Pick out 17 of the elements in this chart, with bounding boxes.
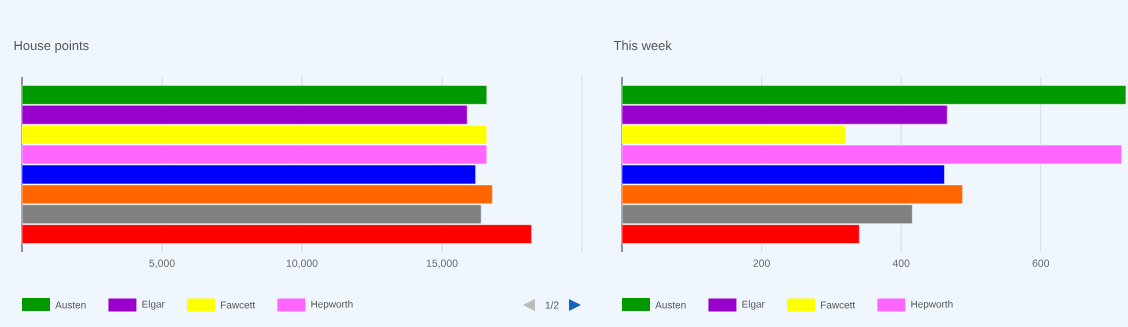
chart-title: This week (613, 40, 672, 51)
x-tick-label: 600 (1032, 259, 1050, 267)
legend-label: Austen (55, 301, 86, 309)
x-tick-label: 15,000 (426, 259, 458, 269)
legend-label: Austen (655, 301, 686, 309)
legend-label: Elgar (142, 300, 165, 310)
legend-label: Hepworth (911, 300, 953, 310)
legend-label: Elgar (742, 300, 765, 310)
x-tick-label: 200 (753, 259, 770, 267)
chart-title: House points (14, 40, 89, 53)
legend-label: Fawcett (221, 301, 256, 309)
x-tick-label: 5,000 (149, 259, 175, 269)
x-tick-label: 400 (892, 259, 910, 267)
legend-label: Fawcett (821, 301, 856, 309)
x-tick-label: 10,000 (286, 259, 318, 269)
text: 1/2 (545, 301, 559, 309)
legend-label: Hepworth (311, 300, 353, 310)
